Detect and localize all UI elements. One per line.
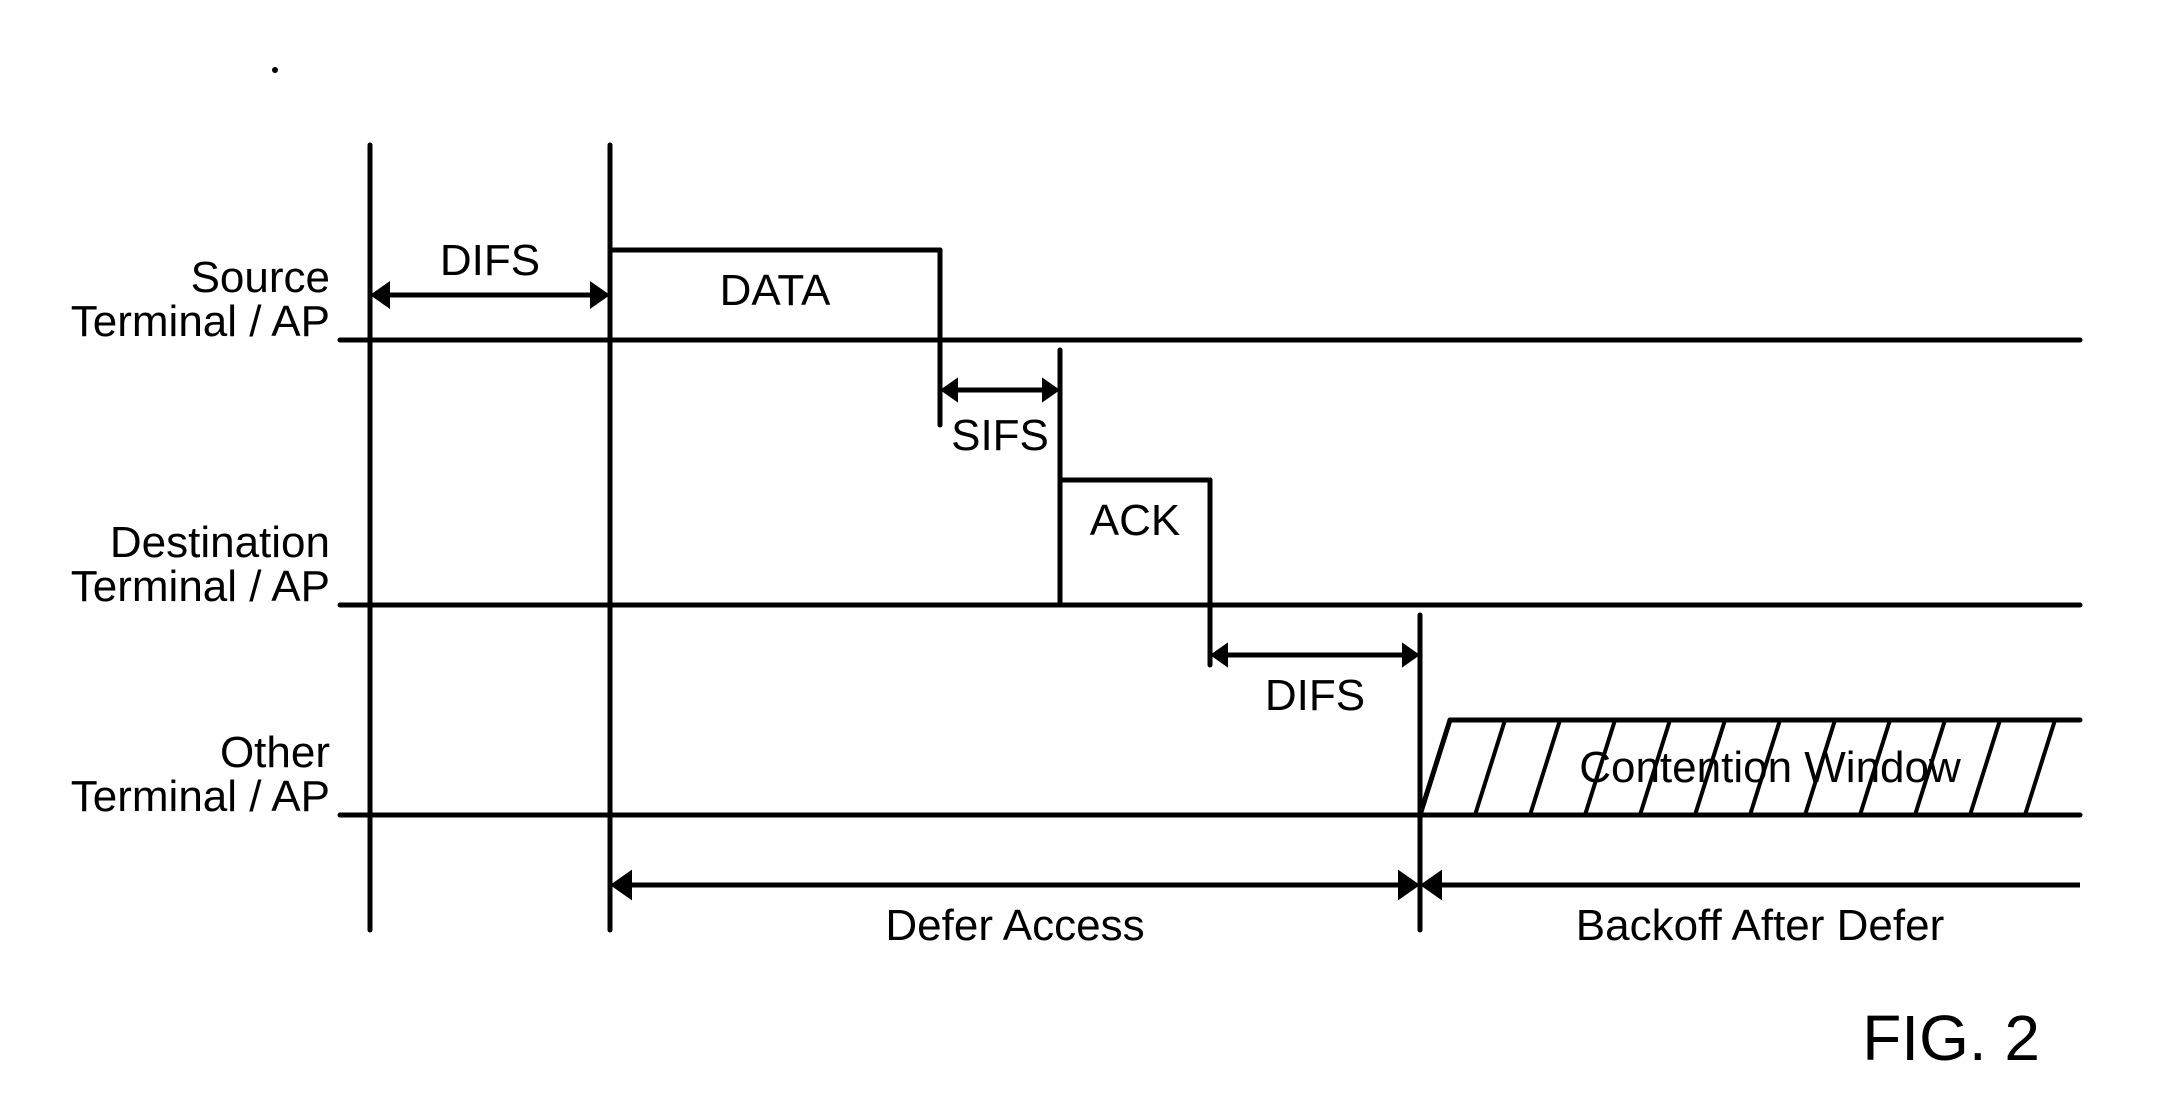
label-data: DATA	[720, 266, 831, 315]
label-sifs: SIFS	[951, 411, 1049, 460]
row-2-label-line2: Terminal / AP	[71, 772, 330, 821]
label-contention-window: Contention Window	[1579, 743, 1961, 792]
row-2-label-line1: Other	[220, 728, 330, 777]
figure-caption: FIG. 2	[1862, 1002, 2040, 1074]
row-0-label-line1: Source	[191, 253, 330, 302]
row-1-label-line2: Terminal / AP	[71, 562, 330, 611]
label-defer-access: Defer Access	[885, 901, 1144, 950]
label-ack: ACK	[1090, 496, 1180, 545]
row-0-label-line2: Terminal / AP	[71, 297, 330, 346]
label-difs2: DIFS	[1265, 671, 1365, 720]
label-backoff: Backoff After Defer	[1576, 901, 1944, 950]
row-1-label-line1: Destination	[110, 518, 330, 567]
label-difs1: DIFS	[440, 236, 540, 285]
timing-diagram: SourceTerminal / APDestinationTerminal /…	[0, 0, 2160, 1107]
